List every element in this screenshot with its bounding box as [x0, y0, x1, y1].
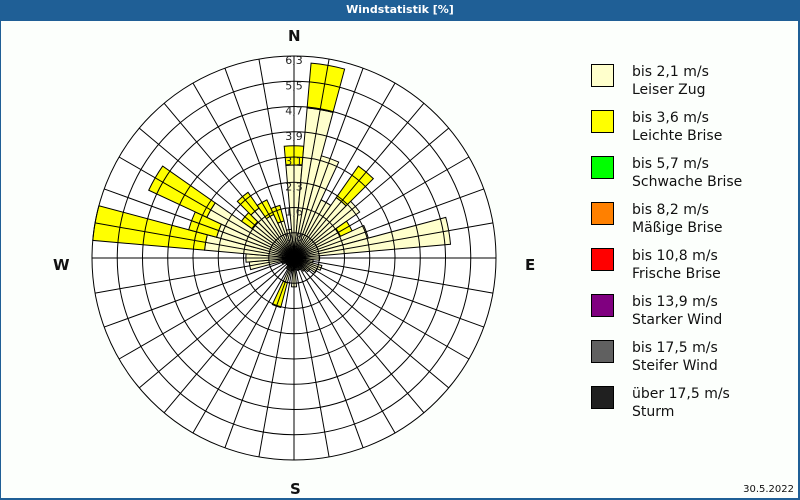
legend-swatch	[591, 386, 614, 409]
chart-panel: 0,8 1,6 2,3 3,1 3,9 4,7 5,5 6,3 N E S W bis 2,1…	[1, 21, 798, 498]
radial-tick-label: 4,7	[285, 105, 303, 118]
radial-tick-label: 2,3	[285, 180, 303, 193]
compass-north-label: N	[288, 27, 301, 45]
radial-tick-label: 5,5	[285, 79, 303, 92]
legend-swatch	[591, 202, 614, 225]
legend-swatch	[591, 294, 614, 317]
radial-tick-label: 1,6	[285, 206, 303, 219]
compass-east-label: E	[525, 256, 536, 274]
legend-swatch	[591, 110, 614, 133]
legend-swatch	[591, 248, 614, 271]
legend-swatch	[591, 156, 614, 179]
compass-south-label: S	[290, 480, 301, 498]
compass-west-label: W	[53, 256, 70, 274]
legend-swatch	[591, 340, 614, 363]
radial-tick-label: 3,9	[285, 130, 303, 143]
wind-rose-chart: 0,8 1,6 2,3 3,1 3,9 4,7 5,5 6,3	[91, 54, 497, 461]
date-label: 30.5.2022	[743, 484, 794, 495]
wind-sector	[306, 62, 346, 114]
radial-tick-label: 0,8	[285, 231, 303, 244]
wind-sector	[270, 204, 285, 224]
chart-title: Windstatistik [%]	[346, 3, 454, 16]
radial-tick-label: 6,3	[285, 54, 303, 67]
radial-tick-label: 3,1	[285, 155, 303, 168]
legend-swatch	[591, 64, 614, 87]
